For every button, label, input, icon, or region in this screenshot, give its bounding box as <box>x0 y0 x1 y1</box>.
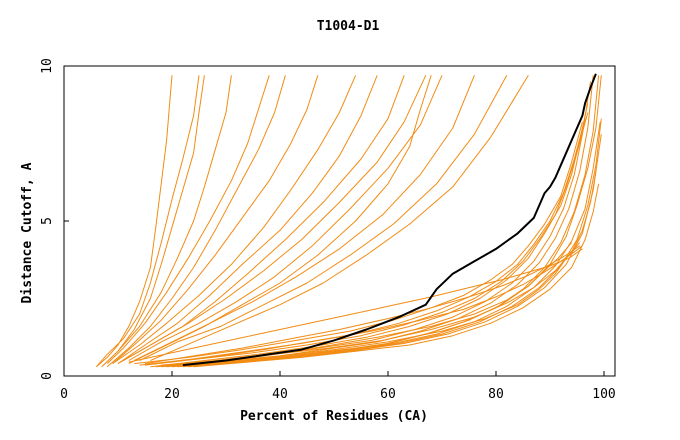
series-line-14 <box>133 75 475 361</box>
series-line-11 <box>123 75 427 361</box>
series-line-30 <box>144 245 580 365</box>
series-line-6 <box>106 75 286 368</box>
series-line-27 <box>188 134 602 368</box>
x-tick-label: 0 <box>60 387 68 402</box>
series-line-7 <box>112 75 319 364</box>
series-line-32 <box>166 171 597 366</box>
x-tick-label: 40 <box>272 387 288 402</box>
y-axis-label: Distance Cutoff, A <box>20 162 35 303</box>
series-line-24 <box>134 121 583 365</box>
series-line-12 <box>128 75 443 361</box>
series-line-34 <box>128 248 583 363</box>
x-tick-label: 60 <box>380 387 396 402</box>
y-tick-label: 10 <box>40 58 55 74</box>
chart-title: T1004-D1 <box>317 19 380 34</box>
series-line-19 <box>161 75 594 368</box>
x-axis-label: Percent of Residues (CA) <box>240 409 428 424</box>
series-line-1 <box>96 75 173 368</box>
x-tick-label: 100 <box>592 387 615 402</box>
series-line-5 <box>106 75 270 364</box>
series-line-33 <box>193 183 600 368</box>
series-line-17 <box>171 75 602 368</box>
x-tick-label: 20 <box>164 387 180 402</box>
series-line-4 <box>101 75 232 368</box>
series-line-3 <box>101 75 205 368</box>
series-line-8 <box>112 75 357 365</box>
series-line-16 <box>150 75 529 361</box>
x-tick-label: 80 <box>488 387 504 402</box>
series-line-26 <box>177 121 601 368</box>
series-line-22 <box>144 112 589 366</box>
series-line-2 <box>96 75 200 368</box>
series-line-15 <box>139 75 508 361</box>
series-line-21 <box>150 103 589 368</box>
series-line-9 <box>117 75 378 365</box>
y-axis: 0 5 10 <box>40 58 69 380</box>
x-axis: 0 20 40 60 80 100 <box>60 371 616 402</box>
series-line-20 <box>155 81 591 368</box>
highlight-series-line <box>182 73 597 367</box>
series-layer <box>96 73 602 368</box>
y-tick-label: 5 <box>40 217 55 225</box>
y-tick-label: 0 <box>40 372 55 380</box>
